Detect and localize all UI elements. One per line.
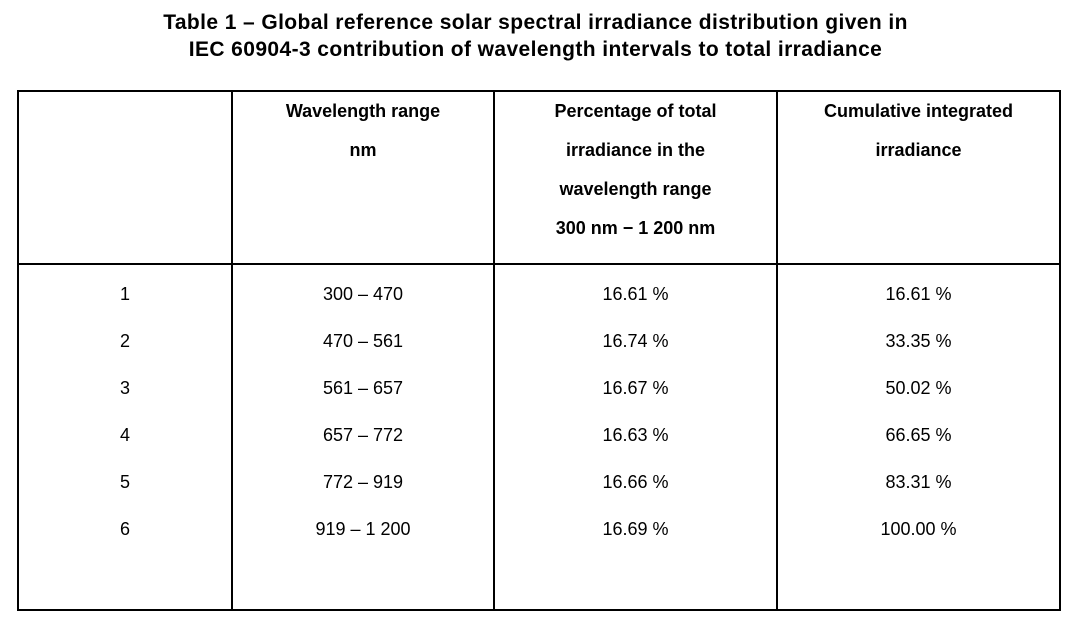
header-line: 300 nm − 1 200 nm: [555, 218, 716, 238]
table-row: 3 561 – 657 16.67 % 50.02 %: [18, 365, 1060, 412]
table-row: 5 772 – 919 16.66 % 83.31 %: [18, 459, 1060, 506]
header-line: irradiance: [875, 140, 962, 160]
header-line: irradiance in the: [565, 140, 706, 160]
irradiance-table: Wavelength range nm Percentage of total …: [17, 90, 1061, 611]
cell-percentage: 16.63 %: [493, 412, 777, 459]
table-row: 4 657 – 772 16.63 % 66.65 %: [18, 412, 1060, 459]
header-cell-percentage: Percentage of total irradiance in the wa…: [493, 91, 777, 265]
cell-row-number: 5: [119, 472, 130, 492]
cell-wavelength-range: 561 – 657: [231, 365, 494, 412]
cell-cumulative: 16.61 %: [776, 264, 1060, 318]
spacer-cell: [776, 553, 1060, 610]
cell-row-number: 6: [119, 519, 130, 539]
cell-cumulative: 100.00 %: [776, 506, 1060, 553]
cell-percentage: 16.61 %: [493, 264, 777, 318]
header-cell-wavelength-range: Wavelength range nm: [231, 91, 494, 265]
table-row: 2 470 – 561 16.74 % 33.35 %: [18, 318, 1060, 365]
title-line-1: Table 1 – Global reference solar spectra…: [163, 11, 908, 34]
spacer-row: [18, 553, 1060, 610]
cell-row-number: 2: [119, 331, 130, 351]
cell-percentage: 16.74 %: [493, 318, 777, 365]
cell-percentage: 16.69 %: [493, 506, 777, 553]
header-cell-blank: [18, 91, 232, 265]
cell-percentage: 16.66 %: [493, 459, 777, 506]
table-row: 6 919 – 1 200 16.69 % 100.00 %: [18, 506, 1060, 553]
spacer-cell: [493, 553, 777, 610]
cell-wavelength-range: 300 – 470: [231, 264, 494, 318]
spacer-cell: [231, 553, 494, 610]
header-cell-cumulative: Cumulative integrated irradiance: [776, 91, 1060, 265]
cell-row-number: 1: [119, 283, 130, 304]
cell-cumulative: 66.65 %: [776, 412, 1060, 459]
header-row: Wavelength range nm Percentage of total …: [18, 91, 1060, 265]
header-line: nm: [349, 140, 377, 160]
header-line: Percentage of total: [554, 101, 717, 121]
page-title: Table 1 – Global reference solar spectra…: [0, 0, 1071, 63]
cell-wavelength-range: 919 – 1 200: [231, 506, 494, 553]
cell-cumulative: 50.02 %: [776, 365, 1060, 412]
cell-wavelength-range: 772 – 919: [231, 459, 494, 506]
cell-row-number: 3: [119, 378, 130, 398]
cell-wavelength-range: 470 – 561: [231, 318, 494, 365]
cell-cumulative: 33.35 %: [776, 318, 1060, 365]
title-line-2: IEC 60904-3 contribution of wavelength i…: [188, 38, 883, 61]
cell-wavelength-range: 657 – 772: [231, 412, 494, 459]
table-row: 1 300 – 470 16.61 % 16.61 %: [18, 264, 1060, 318]
header-line: wavelength range: [559, 179, 712, 199]
cell-cumulative: 83.31 %: [776, 459, 1060, 506]
cell-row-number: 4: [119, 425, 130, 445]
cell-percentage: 16.67 %: [493, 365, 777, 412]
header-line: Wavelength range: [285, 101, 441, 121]
header-line: Cumulative integrated: [823, 101, 1014, 121]
spacer-cell: [18, 553, 232, 610]
